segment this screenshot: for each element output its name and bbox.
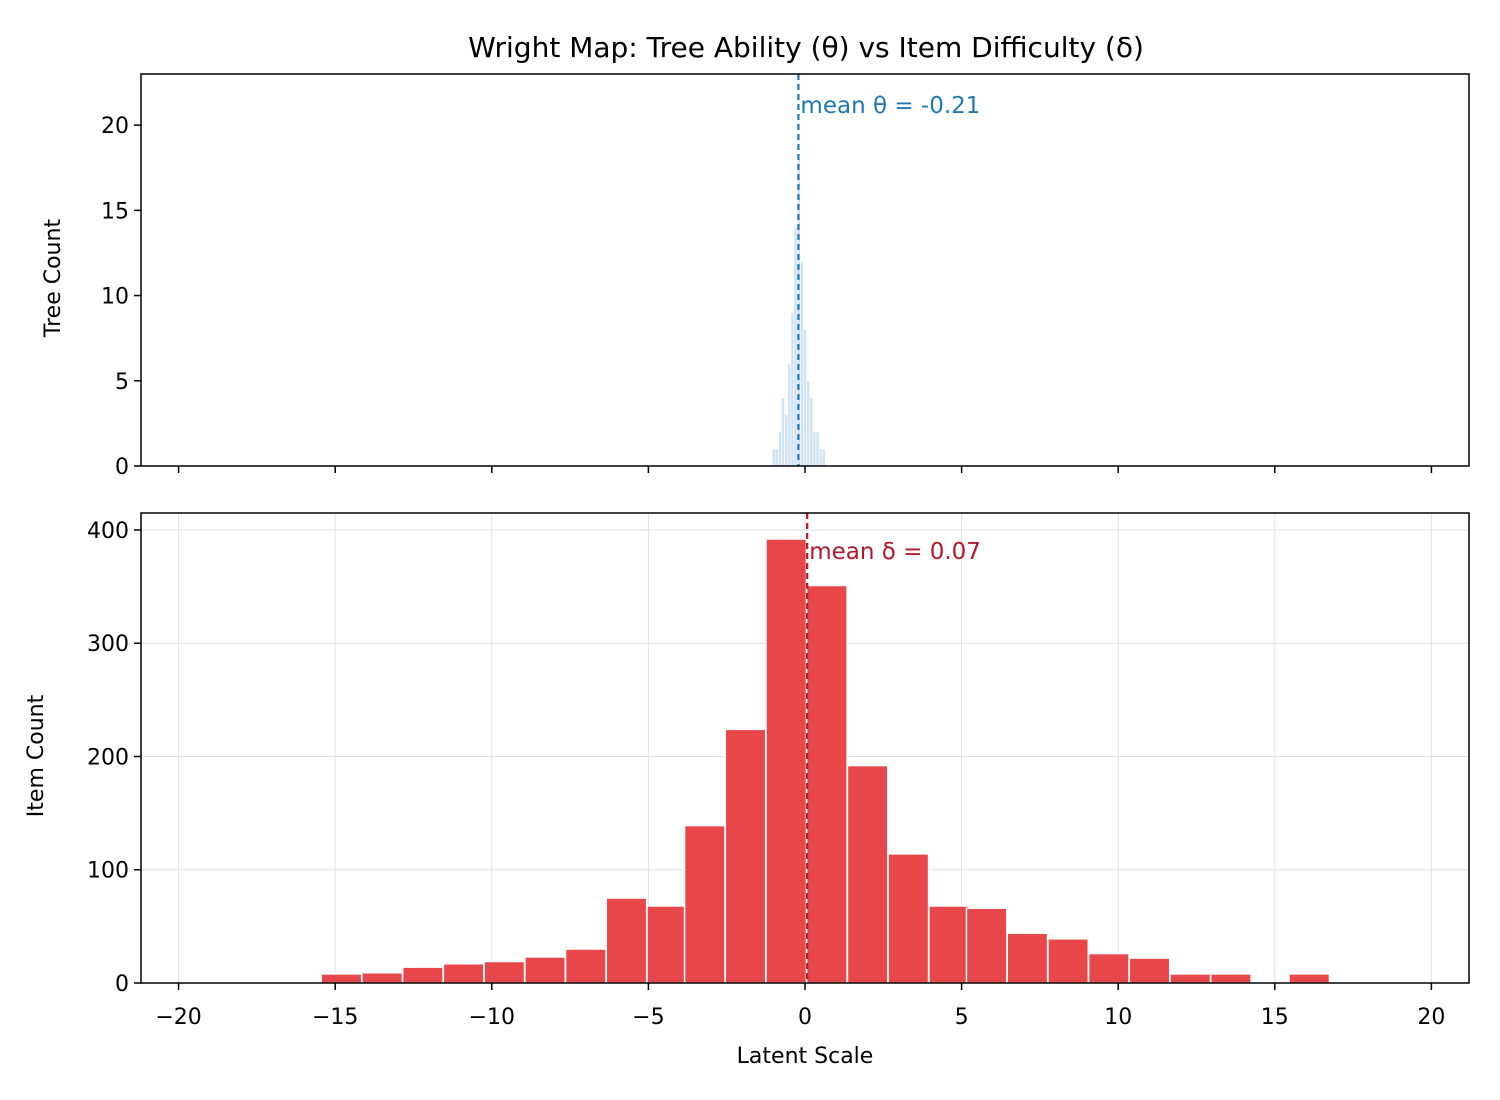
item-histogram-bar	[483, 960, 526, 984]
item-histogram-bar	[442, 962, 485, 984]
tree-histogram-bar	[815, 431, 820, 467]
tree-y-axis-label: Tree Count	[41, 219, 66, 339]
item-y-axis-label: Item Count	[24, 694, 49, 817]
tree-ability-panel: mean θ = -0.21 0 5 10 15 20 Tree Count	[41, 73, 1470, 480]
y-tick-label: 10	[101, 285, 129, 310]
item-histogram-bar	[361, 972, 404, 984]
y-tick-label: 400	[87, 519, 129, 544]
y-tick-label: 20	[101, 114, 129, 139]
x-tick-label: 5	[955, 1005, 969, 1030]
x-tick-label: −5	[632, 1005, 664, 1030]
y-tick-label: 0	[115, 972, 129, 997]
x-tick-label: 15	[1261, 1005, 1289, 1030]
item-difficulty-panel: mean δ = 0.07 0 100 200 300 400 −20 −15 −10 −5 0 5 1…	[24, 512, 1470, 1069]
y-tick-label: 200	[87, 745, 129, 770]
item-histogram-bar	[965, 907, 1008, 984]
item-mean-label: mean δ = 0.07	[809, 539, 981, 565]
tree-histogram-bar	[821, 448, 826, 467]
y-tick-label: 100	[87, 859, 129, 884]
item-histogram-bar	[1006, 932, 1049, 984]
item-histogram-bar	[605, 897, 648, 984]
y-tick-label: 5	[115, 370, 129, 395]
tree-mean-label: mean θ = -0.21	[800, 93, 980, 119]
x-tick-label: 20	[1417, 1005, 1445, 1030]
item-histogram-bar	[1087, 952, 1130, 984]
tree-histogram-bar	[809, 397, 814, 467]
tree-histogram-bar	[774, 448, 779, 467]
x-axis-label: Latent Scale	[737, 1044, 874, 1069]
tree-histogram-bar	[784, 414, 789, 467]
item-histogram-bar	[524, 956, 566, 984]
tree-histogram-bar	[781, 397, 785, 467]
item-histogram-bar	[1288, 973, 1331, 984]
x-tick-label: −10	[469, 1005, 515, 1030]
x-tick-label: 0	[798, 1005, 812, 1030]
item-histogram-bar	[805, 584, 848, 984]
tree-histogram-bar	[771, 448, 776, 467]
tree-histogram-bar	[818, 448, 823, 467]
y-tick-label: 0	[115, 455, 129, 480]
item-histogram-bar	[683, 824, 726, 984]
tree-histogram-bar	[790, 312, 795, 467]
item-histogram-bar	[1047, 938, 1090, 984]
chart-title: Wright Map: Tree Ability (θ) vs Item Dif…	[468, 31, 1144, 64]
tree-histogram-bar	[793, 227, 798, 467]
item-histogram-bar	[887, 853, 930, 984]
item-histogram-bar	[646, 905, 689, 984]
item-histogram-bar	[724, 728, 767, 984]
item-histogram-bar	[320, 973, 363, 984]
item-histogram-bar	[928, 905, 971, 984]
item-histogram-bar	[564, 948, 607, 984]
y-tick-label: 300	[87, 632, 129, 657]
item-histogram-bar	[401, 966, 444, 984]
item-histogram-bar	[1169, 973, 1212, 984]
tree-histogram-bar	[803, 329, 807, 467]
x-tick-label: −15	[312, 1005, 358, 1030]
item-histogram-bar	[765, 538, 808, 984]
item-histogram-bar	[846, 764, 889, 984]
x-tick-label: −20	[155, 1005, 201, 1030]
y-tick-label: 15	[101, 199, 129, 224]
tree-histogram-bar	[787, 363, 792, 467]
tree-histogram-bar	[812, 431, 817, 467]
item-histogram-bar	[1128, 957, 1171, 984]
tree-histogram-bar	[800, 261, 804, 467]
tree-histogram-bar	[778, 431, 782, 467]
x-tick-label: 10	[1104, 1005, 1132, 1030]
item-histogram-bar	[1210, 973, 1252, 984]
tree-histogram-bar	[806, 380, 810, 467]
